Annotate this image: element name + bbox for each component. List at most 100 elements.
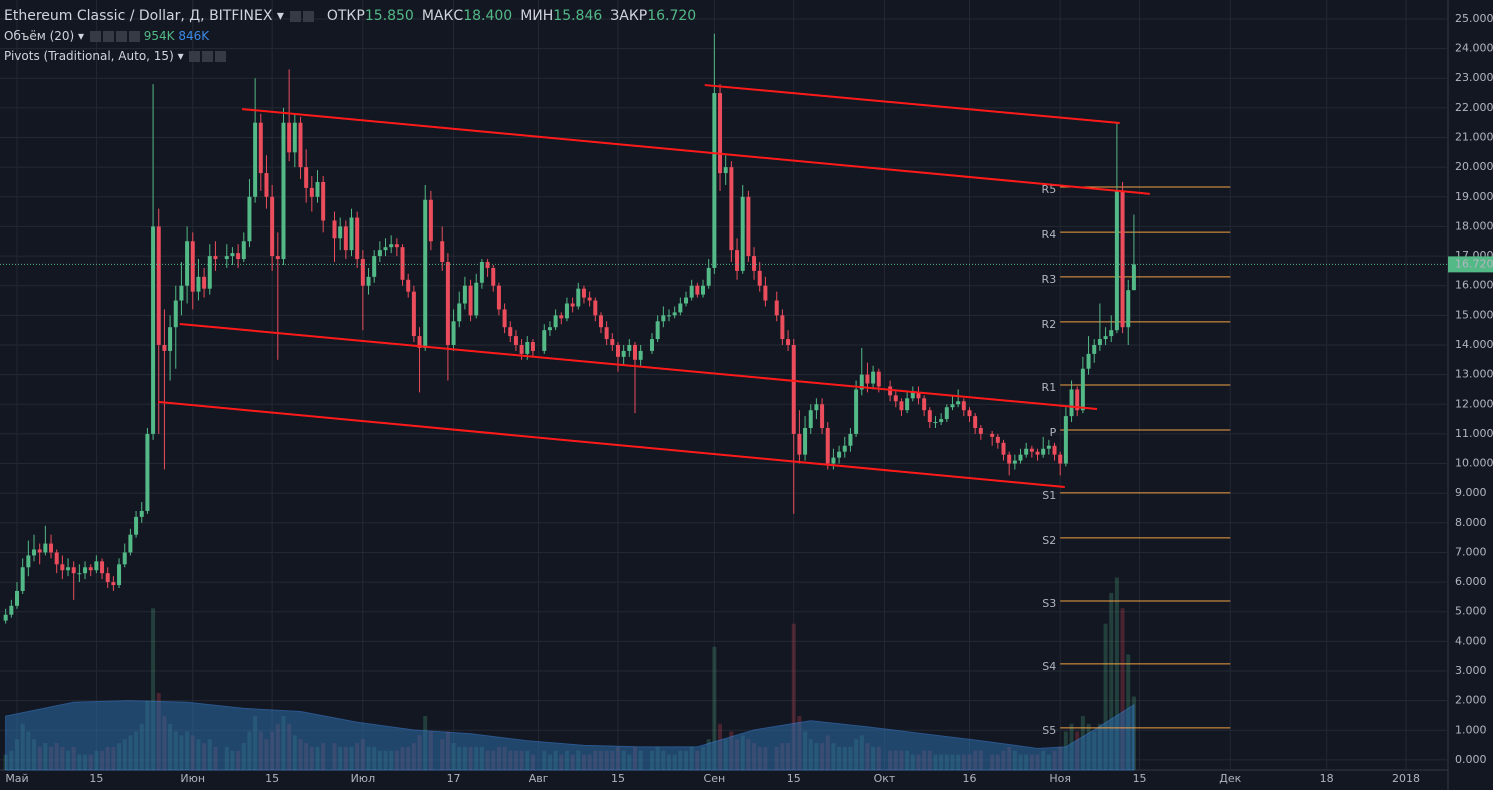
candle (995, 433, 1000, 449)
pivot-label: R4 (1042, 228, 1057, 241)
candle (763, 276, 768, 307)
candle-body (372, 256, 377, 277)
candle (678, 297, 683, 316)
candle (961, 398, 966, 417)
candle-body (610, 339, 615, 345)
candle (808, 404, 813, 434)
y-tick-label: 4.000 (1455, 634, 1487, 647)
candle (1080, 356, 1085, 414)
candle-body (808, 410, 813, 428)
candle-body (820, 404, 825, 428)
candle-body (649, 339, 654, 351)
candle-body (978, 427, 983, 434)
candle-body (491, 267, 496, 286)
candle (667, 309, 672, 322)
candle (423, 184, 428, 351)
candle (105, 567, 110, 589)
candle-body (496, 285, 501, 310)
x-tick-label: Ноя (1049, 772, 1071, 785)
candle-body (94, 561, 99, 571)
pivot-label: R5 (1042, 183, 1057, 196)
candle-body (88, 567, 93, 571)
candle-body (264, 173, 269, 197)
candle (956, 389, 961, 408)
candle-body (871, 371, 876, 384)
candle (950, 395, 955, 411)
candle-body (933, 422, 938, 424)
candle (1024, 442, 1029, 458)
candle-body (604, 327, 609, 340)
candle (752, 247, 757, 280)
candle-body (525, 342, 530, 354)
candle (224, 244, 229, 268)
candle-body (71, 567, 76, 574)
candle (37, 543, 42, 565)
candle-body (729, 167, 734, 251)
candle (168, 315, 173, 381)
candle (366, 267, 371, 295)
volume-row: Объём (20) ▾ 954K 846K (4, 29, 210, 43)
candle (3, 608, 8, 624)
candle-body (1131, 264, 1136, 291)
candle (1069, 380, 1074, 423)
candle-body (145, 433, 150, 511)
candle (695, 282, 700, 298)
candle-body (791, 344, 796, 434)
candle (837, 445, 842, 464)
candle (905, 392, 910, 414)
candle-body (735, 250, 740, 271)
candle-body (797, 433, 802, 455)
candle-body (854, 389, 859, 434)
candle-body (502, 309, 507, 328)
candle (581, 285, 586, 304)
candle-body (468, 285, 473, 316)
candle-body (117, 564, 122, 586)
candle-body (678, 303, 683, 313)
candle (530, 339, 535, 357)
candle-body (428, 199, 433, 242)
volume-ma-label: 846K (178, 29, 210, 43)
trend-line (241, 108, 1150, 195)
candle (474, 273, 479, 319)
stat-name: МИН (520, 8, 554, 24)
candle (275, 232, 280, 360)
candle (933, 416, 938, 428)
pivots-row: Pivots (Traditional, Auto, 15) ▾ (4, 46, 696, 66)
candle (508, 321, 513, 343)
volume-bar (1103, 623, 1108, 770)
candle (786, 330, 791, 351)
candle (542, 324, 547, 354)
candle (820, 398, 825, 434)
candle (547, 321, 552, 337)
candle (145, 427, 150, 514)
candle-body (151, 226, 156, 434)
candle-body (258, 122, 263, 174)
candle-body (1097, 339, 1102, 345)
candle (604, 321, 609, 345)
x-tick-label: 2018 (1392, 772, 1420, 785)
candle-body (542, 330, 547, 351)
candle (496, 282, 501, 316)
candle-body (865, 374, 870, 384)
candle-body (564, 303, 569, 319)
candle-body (757, 270, 762, 286)
candle-body (655, 321, 660, 340)
candle (298, 116, 303, 180)
candle-body (190, 241, 195, 292)
candle-body (831, 457, 836, 464)
x-tick-label: 15 (787, 772, 801, 785)
candle-body (1012, 460, 1017, 464)
price-box (1448, 256, 1493, 273)
x-tick-label: 17 (447, 772, 461, 785)
candle-body (105, 573, 110, 583)
candle (190, 232, 195, 310)
candle (440, 226, 445, 271)
candle (66, 558, 71, 577)
candle-body (774, 300, 779, 316)
candle (740, 184, 745, 274)
candle-body (253, 122, 258, 197)
y-tick-label: 8.000 (1455, 516, 1487, 529)
x-tick-label: Дек (1219, 772, 1241, 785)
pivot-label: S1 (1042, 489, 1056, 502)
